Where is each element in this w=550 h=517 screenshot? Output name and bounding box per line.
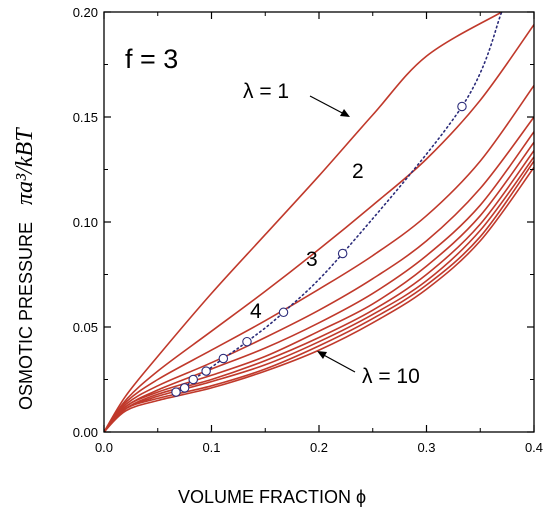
annotation-arrowhead-lambda-10 (317, 351, 327, 359)
x-tick-label: 0.4 (525, 440, 543, 455)
x-ticks: 0.0 0.1 0.2 0.3 0.4 (95, 12, 543, 455)
marker-point (457, 101, 467, 112)
y-tick-label: 0.10 (73, 215, 98, 230)
curves-layer (104, 12, 534, 432)
annotation-lambda-1: λ = 1 (243, 80, 289, 103)
y-axis-label: OSMOTIC PRESSURE (16, 222, 36, 410)
marker-point (337, 248, 348, 259)
y-tick-label: 0.20 (73, 5, 98, 20)
series-line-lambda-6 (104, 141, 534, 432)
marker-point (242, 336, 252, 347)
series-line-lambda-7 (104, 150, 534, 432)
markers-layer (171, 101, 467, 397)
y-axis-math-label: πa³/kBT (12, 127, 38, 205)
y-ticks: 0.00 0.05 0.10 0.15 0.20 (73, 5, 534, 440)
plot-frame (103, 11, 535, 433)
series-line-lambda-8 (104, 156, 534, 432)
marker-point (171, 387, 181, 397)
series-line-lambda-1 (104, 12, 503, 432)
annotation-lambda-10: λ = 10 (362, 365, 420, 388)
series-line-lambda-2 (104, 24, 534, 432)
series-line-lambda-5 (104, 131, 534, 432)
panel-label: f = 3 (125, 44, 178, 74)
marker-point (278, 307, 289, 318)
x-tick-label: 0.1 (202, 440, 220, 455)
annotation-4: 4 (250, 300, 262, 323)
series-line-lambda-9 (104, 160, 534, 432)
series-line-lambda-4 (104, 116, 534, 432)
x-axis-label: VOLUME FRACTION ϕ (178, 487, 366, 507)
y-tick-label: 0.15 (73, 110, 98, 125)
x-tick-label: 0.2 (310, 440, 328, 455)
annotation-arrow-lambda-10 (319, 352, 356, 373)
dotted-layer (175, 12, 503, 393)
marker-point (179, 383, 190, 393)
x-tick-label: 0.3 (417, 440, 435, 455)
annotation-3: 3 (306, 248, 318, 271)
marker-point (188, 374, 198, 385)
dotted-curve (175, 12, 503, 393)
annotation-arrowhead-lambda-1 (340, 109, 350, 117)
annotation-arrow-lambda-1 (309, 95, 349, 117)
series-line-lambda-3 (104, 85, 534, 432)
marker-point (201, 366, 211, 376)
series-line-lambda-10 (104, 166, 534, 432)
marker-point (218, 353, 229, 364)
x-tick-label: 0.0 (95, 440, 113, 455)
y-tick-label: 0.05 (73, 320, 98, 335)
annotation-2: 2 (352, 160, 364, 183)
y-tick-label: 0.00 (73, 425, 98, 440)
